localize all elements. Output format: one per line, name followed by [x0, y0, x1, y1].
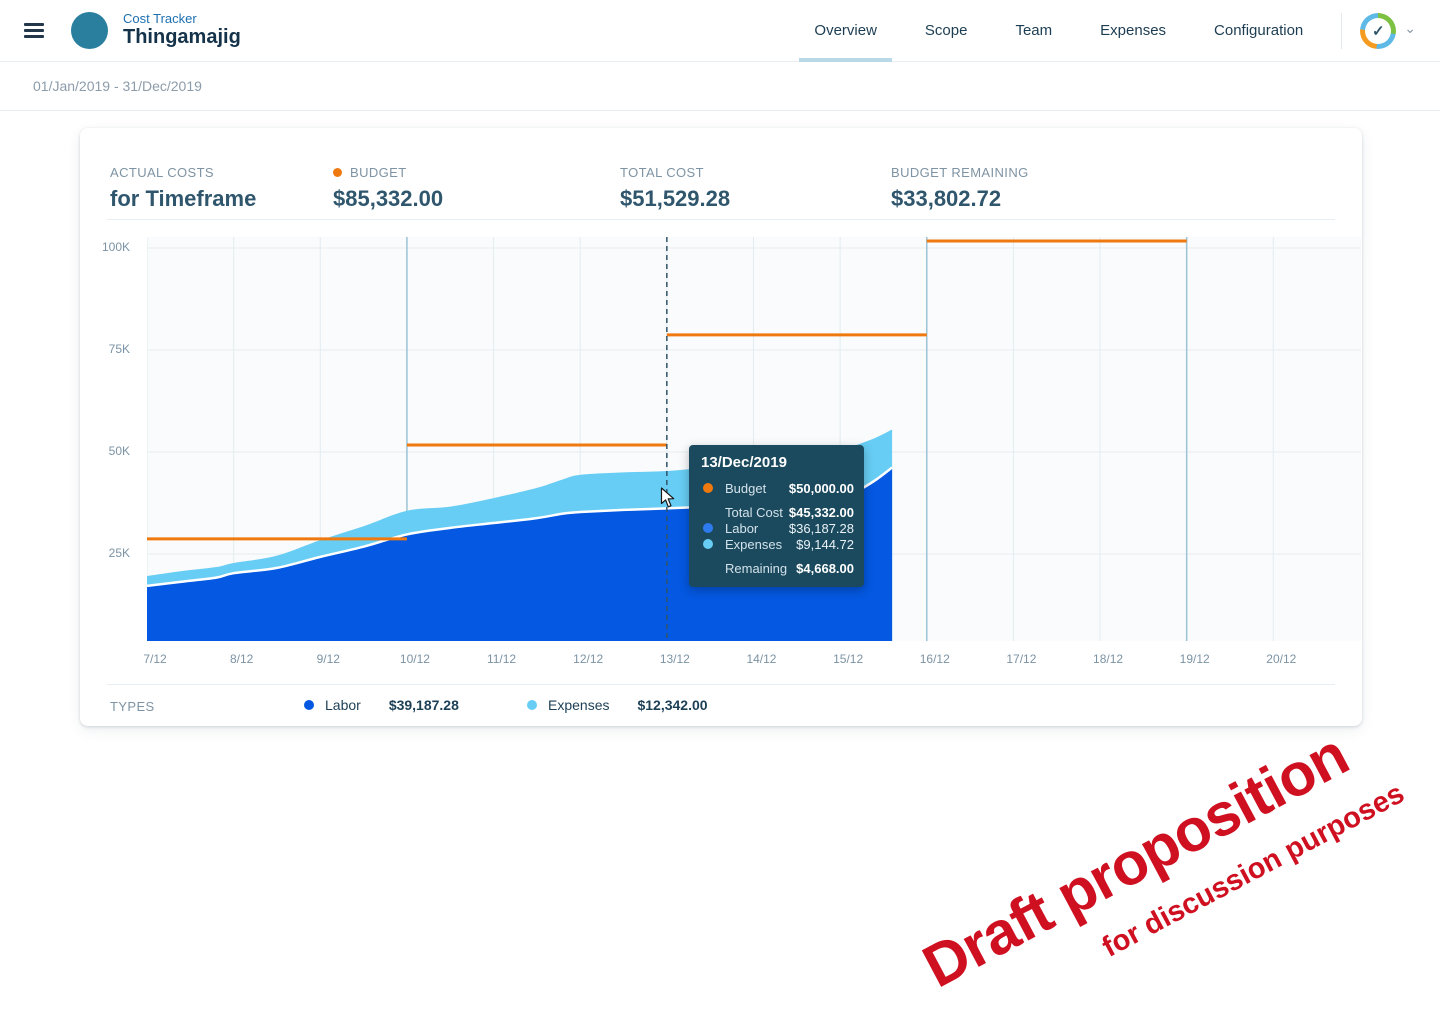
mouse-cursor-icon — [660, 487, 678, 514]
y-tick-label: 25K — [108, 546, 130, 560]
chevron-down-icon[interactable]: ⌄ — [1404, 20, 1416, 36]
nav-divider — [1341, 12, 1343, 49]
labor-dot-icon — [304, 700, 314, 710]
tooltip-row-labor: Labor $36,187.28 — [701, 520, 854, 536]
expenses-dot-icon — [527, 700, 537, 710]
stat-value: $85,332.00 — [333, 186, 444, 211]
date-range[interactable]: 01/Jan/2019 - 31/Dec/2019 — [33, 78, 202, 94]
x-tick-label: 13/12 — [659, 652, 690, 666]
x-tick-label: 7/12 — [143, 652, 167, 666]
x-tick-label: 8/12 — [229, 652, 254, 666]
legend-value: $39,187.28 — [388, 697, 459, 713]
tab-team[interactable]: Team — [1015, 22, 1053, 39]
x-tick-label: 10/12 — [399, 652, 430, 666]
x-tick-label: 19/12 — [1179, 652, 1210, 666]
tooltip-date: 13/Dec/2019 — [701, 454, 787, 471]
tab-configuration[interactable]: Configuration — [1214, 22, 1304, 39]
stat-actual-costs: ACTUAL COSTS for Timeframe — [110, 165, 256, 212]
tooltip-row-budget: Budget $50,000.00 — [701, 480, 854, 496]
labor-dot-icon — [703, 523, 713, 533]
app-label: Cost Tracker — [123, 10, 197, 26]
stat-budget: BUDGET $85,332.00 — [333, 165, 443, 212]
stat-label: BUDGET REMAINING — [891, 165, 1029, 180]
x-tick-label: 15/12 — [833, 652, 864, 666]
budget-dot-icon — [333, 168, 342, 177]
tab-expenses[interactable]: Expenses — [1100, 22, 1167, 39]
stat-label: BUDGET — [350, 165, 407, 180]
stat-total-cost: TOTAL COST $51,529.28 — [620, 165, 730, 212]
main-nav: Overview Scope Team Expenses Configurati… — [790, 0, 1327, 62]
stat-label: TOTAL COST — [620, 165, 704, 180]
app-logo — [71, 12, 108, 49]
tab-overview[interactable]: Overview — [799, 0, 892, 62]
y-axis-labels: 25K 50K 75K 100K — [80, 237, 130, 641]
tab-scope[interactable]: Scope — [924, 22, 968, 39]
y-tick-label: 50K — [108, 444, 130, 458]
tooltip-row-total-cost: Total Cost $45,332.00 — [725, 504, 854, 520]
x-tick-label: 14/12 — [746, 652, 777, 666]
x-tick-label: 20/12 — [1266, 652, 1297, 666]
actual-costs-card: ACTUAL COSTS for Timeframe BUDGET $85,33… — [80, 128, 1362, 726]
stats-divider — [107, 219, 1335, 220]
y-tick-label: 100K — [101, 240, 130, 254]
hamburger-menu-icon[interactable] — [24, 23, 44, 38]
legend-label: Expenses — [548, 697, 610, 713]
legend-divider — [107, 684, 1335, 685]
x-tick-label: 11/12 — [486, 652, 517, 666]
stat-label: ACTUAL COSTS — [110, 165, 215, 180]
expenses-dot-icon — [703, 539, 713, 549]
avatar[interactable]: ✓ — [1360, 12, 1397, 49]
stat-value: $51,529.28 — [620, 186, 731, 211]
stat-value: for Timeframe — [110, 186, 257, 211]
legend-item-expenses: Expenses $12,342.00 — [527, 697, 708, 713]
x-tick-label: 17/12 — [1006, 652, 1037, 666]
tooltip-row-expenses: Expenses $9,144.72 — [701, 536, 854, 552]
stat-budget-remaining: BUDGET REMAINING $33,802.72 — [891, 165, 1029, 212]
page-title: Thingamajig — [123, 26, 241, 49]
tooltip-row-remaining: Remaining $4,668.00 — [725, 560, 854, 576]
x-tick-label: 16/12 — [919, 652, 950, 666]
legend-label: Labor — [325, 697, 361, 713]
stat-value: $33,802.72 — [891, 186, 1002, 211]
legend-types-label: TYPES — [110, 699, 155, 714]
app-title-block: Cost Tracker Thingamajig — [123, 10, 241, 50]
y-tick-label: 75K — [108, 342, 130, 356]
date-range-bar: 01/Jan/2019 - 31/Dec/2019 — [0, 62, 1440, 111]
chart-tooltip: 13/Dec/2019 Budget $50,000.00 Total Cost… — [689, 445, 864, 587]
user-menu[interactable]: ✓ ⌄ — [1360, 12, 1416, 49]
top-bar: Cost Tracker Thingamajig Overview Scope … — [0, 0, 1440, 62]
x-tick-label: 9/12 — [316, 652, 340, 666]
x-tick-label: 12/12 — [573, 652, 604, 666]
x-tick-label: 18/12 — [1093, 652, 1124, 666]
check-icon: ✓ — [1365, 17, 1392, 44]
budget-dot-icon — [703, 483, 713, 493]
legend-value: $12,342.00 — [637, 697, 708, 713]
legend-item-labor: Labor $39,187.28 — [304, 697, 459, 713]
x-axis-labels: 7/12 8/12 9/12 10/12 11/12 12/12 13/12 14/12 15/… — [143, 652, 1361, 668]
